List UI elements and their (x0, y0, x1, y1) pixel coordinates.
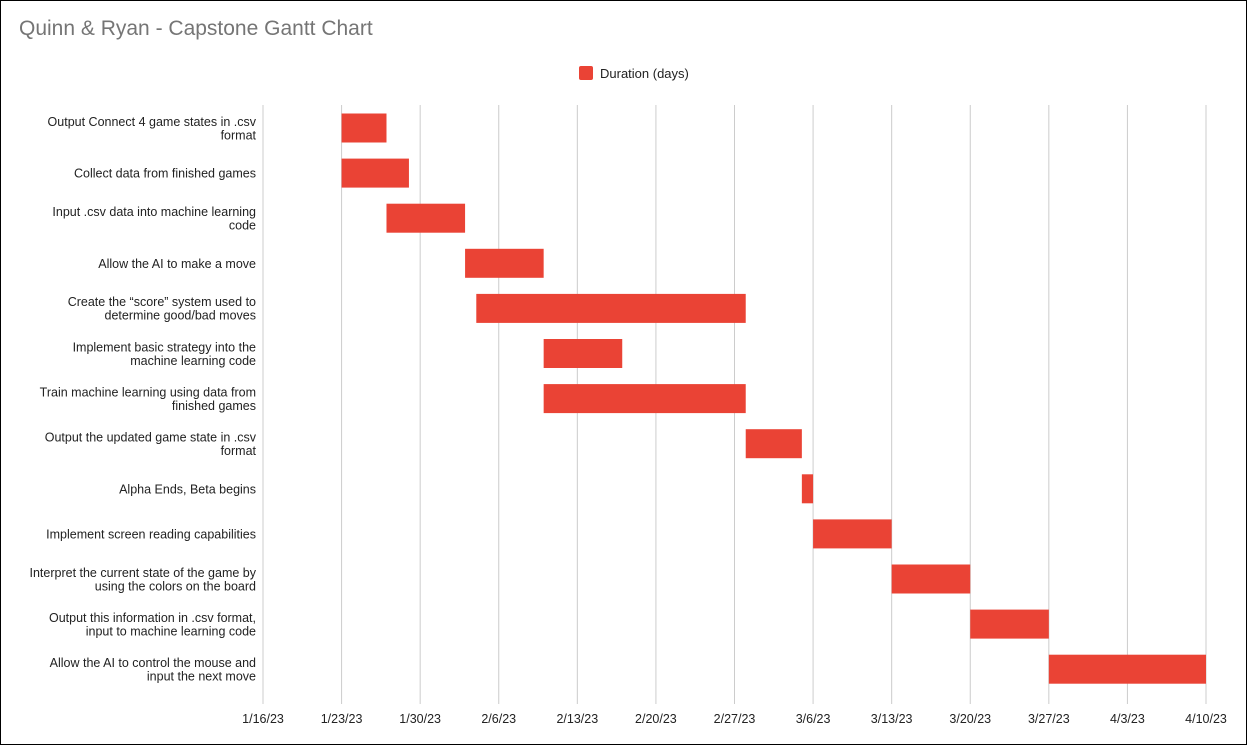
task-label-line: Create the “score” system used to (68, 295, 256, 309)
task-label-line: Output the updated game state in .csv (45, 430, 257, 444)
x-tick-label: 2/27/23 (714, 712, 756, 726)
task-label: Collect data from finished games (74, 167, 256, 181)
x-tick-label: 4/3/23 (1110, 712, 1145, 726)
task-label-line: finished games (172, 399, 256, 413)
gantt-bar[interactable] (341, 158, 409, 188)
chart-title: Quinn & Ryan - Capstone Gantt Chart (19, 17, 373, 40)
task-label-line: using the colors on the board (95, 579, 256, 593)
task-label-line: code (229, 218, 256, 232)
task-label: Implement screen reading capabilities (46, 527, 256, 541)
gantt-bar[interactable] (465, 248, 544, 278)
task-label-line: format (221, 128, 257, 142)
x-tick-label: 3/6/23 (796, 712, 831, 726)
x-tick-label: 2/6/23 (481, 712, 516, 726)
task-label-line: Allow the AI to control the mouse and (50, 656, 256, 670)
task-label-line: Interpret the current state of the game … (29, 566, 256, 580)
task-label: Output the updated game state in .csv for… (45, 430, 257, 458)
task-label: Train machine learning using data from fi… (40, 385, 256, 413)
legend-swatch (579, 66, 593, 80)
task-label-line: machine learning code (130, 354, 256, 368)
task-label: Implement basic strategy into the machine… (73, 340, 256, 368)
task-label-line: format (221, 444, 257, 458)
x-tick-label: 1/30/23 (399, 712, 441, 726)
bars (341, 113, 1206, 684)
gantt-bar[interactable] (891, 564, 971, 594)
task-label-line: determine good/bad moves (105, 309, 256, 323)
task-label-line: Collect data from finished games (74, 167, 256, 181)
task-label: Alpha Ends, Beta begins (119, 482, 256, 496)
chart-legend[interactable]: Duration (days) (579, 64, 689, 82)
gantt-bar[interactable] (813, 519, 892, 549)
grid-lines (262, 105, 1207, 704)
task-label: Output this information in .csv format, i… (49, 611, 256, 639)
task-label: Create the “score” system used to determi… (68, 295, 256, 323)
gantt-bar[interactable] (543, 384, 746, 414)
task-labels: Output Connect 4 game states in .csv form… (29, 115, 256, 684)
x-tick-label: 2/20/23 (635, 712, 677, 726)
task-label-line: Output this information in .csv format, (49, 611, 256, 625)
gantt-bar[interactable] (1048, 654, 1206, 684)
gantt-bar[interactable] (386, 203, 466, 233)
gantt-bar[interactable] (801, 474, 814, 504)
task-label-line: Implement screen reading capabilities (46, 527, 256, 541)
task-label-line: input the next move (147, 669, 256, 683)
task-label: Allow the AI to make a move (98, 257, 256, 271)
x-tick-label: 3/20/23 (949, 712, 991, 726)
task-label: Output Connect 4 game states in .csv form… (48, 115, 257, 143)
task-label-line: Input .csv data into machine learning (52, 205, 256, 219)
gantt-bar[interactable] (543, 339, 623, 368)
gantt-bar[interactable] (970, 609, 1049, 639)
x-tick-label: 3/27/23 (1028, 712, 1070, 726)
x-tick-label: 2/13/23 (556, 712, 598, 726)
task-label: Interpret the current state of the game … (29, 566, 256, 594)
task-label-line: input to machine learning code (86, 624, 256, 638)
x-axis-tick-labels: 1/16/23 1/23/23 1/30/23 2/6/23 2/13/23 2/20/2… (242, 712, 1227, 726)
gantt-bar[interactable] (745, 429, 802, 459)
task-label-line: Train machine learning using data from (40, 385, 256, 399)
x-tick-label: 4/10/23 (1185, 712, 1227, 726)
x-tick-label: 1/16/23 (242, 712, 284, 726)
task-label-line: Implement basic strategy into the (73, 340, 256, 354)
task-label-line: Allow the AI to make a move (98, 257, 256, 271)
x-tick-label: 3/13/23 (871, 712, 913, 726)
x-tick-label: 1/23/23 (321, 712, 363, 726)
legend-label: Duration (days) (600, 65, 689, 81)
gantt-bar[interactable] (476, 293, 746, 323)
task-label-line: Alpha Ends, Beta begins (119, 482, 256, 496)
task-label-line: Output Connect 4 game states in .csv (48, 115, 257, 129)
task-label: Input .csv data into machine learning cod… (52, 205, 256, 233)
gantt-bar[interactable] (341, 113, 387, 143)
task-label: Allow the AI to control the mouse and inp… (50, 656, 256, 684)
